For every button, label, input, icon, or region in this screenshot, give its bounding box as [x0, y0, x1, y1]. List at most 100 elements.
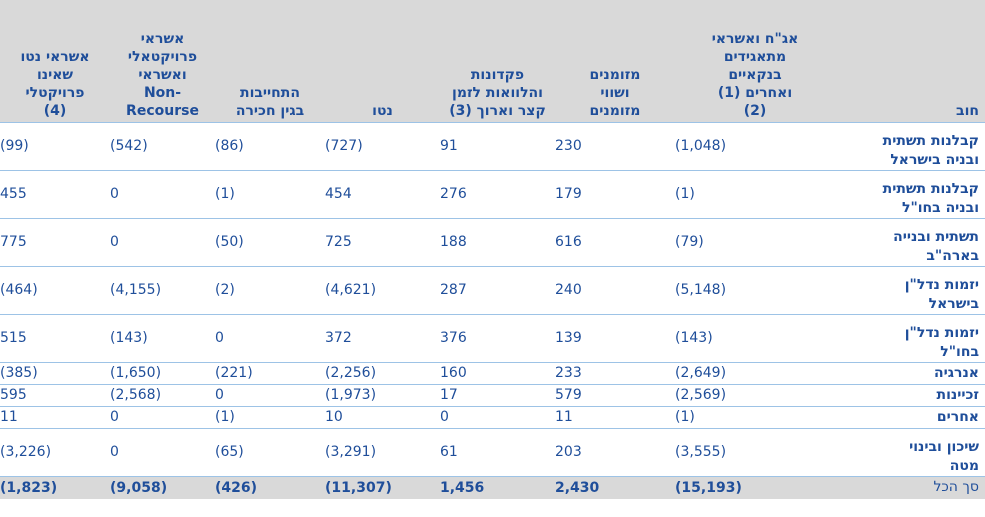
cell-cash: 233	[555, 361, 675, 384]
table-row: שיכון ובינוי מטה (3,555) 203 61 (3,291) …	[0, 427, 985, 476]
cell-cash: 179	[555, 169, 675, 218]
cell-deposits: 276	[440, 169, 555, 218]
table-row: תשתית ובנייה בארה"ב (79) 616 188 725 (50…	[0, 217, 985, 266]
table-row: זכיינות (2,569) 579 17 (1,973) 0 (2,568)…	[0, 383, 985, 406]
cell-project-credit: 0	[110, 169, 215, 218]
cell-guarantees: (2,649)	[675, 361, 835, 384]
cell-cash: 579	[555, 383, 675, 406]
cell-acquisition: 0	[215, 383, 325, 406]
header-net: נטו	[325, 0, 440, 122]
row-label: אנרגיה	[835, 361, 985, 384]
header-guarantees: אג"ח ואשראי מתאגידים בנקאיים ואחרים (1) …	[675, 0, 835, 122]
cell-cash: 240	[555, 265, 675, 314]
row-label: שיכון ובינוי מטה	[835, 427, 985, 476]
cell-project-credit: 0	[110, 405, 215, 428]
row-label: תשתית ובנייה בארה"ב	[835, 217, 985, 266]
cell-cash: 616	[555, 217, 675, 266]
cell-guarantees: (2,569)	[675, 383, 835, 406]
cell-net-credit: 515	[0, 313, 110, 362]
cell-project-credit: (1,650)	[110, 361, 215, 384]
cell-guarantees: (1)	[675, 169, 835, 218]
cell-net-credit: 775	[0, 217, 110, 266]
cell-guarantees: (1)	[675, 405, 835, 428]
cell-net-credit: (3,226)	[0, 427, 110, 476]
total-label: סך הכל	[835, 475, 985, 499]
cell-acquisition: (1)	[215, 405, 325, 428]
cell-net: 454	[325, 169, 440, 218]
cell-acquisition: (50)	[215, 217, 325, 266]
debt-table: חוב אג"ח ואשראי מתאגידים בנקאיים ואחרים …	[0, 0, 985, 499]
cell-net-credit: 595	[0, 383, 110, 406]
cell-net: 725	[325, 217, 440, 266]
cell-guarantees: (143)	[675, 313, 835, 362]
cell-net-credit: (464)	[0, 265, 110, 314]
cell-project-credit: (143)	[110, 313, 215, 362]
cell-cash: 230	[555, 121, 675, 170]
cell-cash: 11	[555, 405, 675, 428]
total-row: סך הכל (15,193) 2,430 1,456 (11,307) (42…	[0, 475, 985, 499]
cell-cash: 139	[555, 313, 675, 362]
cell-net: 372	[325, 313, 440, 362]
header-net-credit: אשראי נטו שאינו פרויקטלי (4)	[0, 0, 110, 122]
cell-net: 10	[325, 405, 440, 428]
row-label: קבלנות תשתית ובניה בחו"ל	[835, 169, 985, 218]
table-row: אנרגיה (2,649) 233 160 (2,256) (221) (1,…	[0, 361, 985, 384]
table-row: יזמות נדל"ן בישראל (5,148) 240 287 (4,62…	[0, 265, 985, 314]
cell-guarantees: (3,555)	[675, 427, 835, 476]
row-label: יזמות נדל"ן בחו"ל	[835, 313, 985, 362]
cell-deposits: 160	[440, 361, 555, 384]
cell-project-credit: (2,568)	[110, 383, 215, 406]
cell-cash: 203	[555, 427, 675, 476]
table-row: קבלנות תשתית ובניה בישראל (1,048) 230 91…	[0, 121, 985, 170]
cell-net: (1,973)	[325, 383, 440, 406]
row-label: יזמות נדל"ן בישראל	[835, 265, 985, 314]
row-label: קבלנות תשתית ובניה בישראל	[835, 121, 985, 170]
cell-project-credit: (4,155)	[110, 265, 215, 314]
cell-acquisition: (65)	[215, 427, 325, 476]
cell-deposits: 17	[440, 383, 555, 406]
cell-guarantees: (79)	[675, 217, 835, 266]
cell-deposits: 61	[440, 427, 555, 476]
table-row: אחרים (1) 11 0 10 (1) 0 11	[0, 405, 985, 428]
cell-net-credit: (99)	[0, 121, 110, 170]
total-guarantees: (15,193)	[675, 475, 835, 499]
cell-acquisition: (86)	[215, 121, 325, 170]
header-debt: חוב	[835, 0, 985, 122]
cell-deposits: 376	[440, 313, 555, 362]
cell-deposits: 287	[440, 265, 555, 314]
cell-project-credit: 0	[110, 427, 215, 476]
table-body: קבלנות תשתית ובניה בישראל (1,048) 230 91…	[0, 121, 985, 499]
cell-net-credit: 455	[0, 169, 110, 218]
table-row: יזמות נדל"ן בחו"ל (143) 139 376 372 0 (1…	[0, 313, 985, 362]
header-row: חוב אג"ח ואשראי מתאגידים בנקאיים ואחרים …	[0, 0, 985, 122]
cell-net: (2,256)	[325, 361, 440, 384]
cell-net-credit: 11	[0, 405, 110, 428]
header-project-credit: אשראי פרויקטאלי ואשראי Non-Recourse	[110, 0, 215, 122]
cell-net-credit: (385)	[0, 361, 110, 384]
row-label: זכיינות	[835, 383, 985, 406]
cell-guarantees: (1,048)	[675, 121, 835, 170]
header-acquisition: התחייבות בגין חכירה	[215, 0, 325, 122]
cell-acquisition: (2)	[215, 265, 325, 314]
total-net: (11,307)	[325, 475, 440, 499]
cell-project-credit: 0	[110, 217, 215, 266]
total-net-credit: (1,823)	[0, 475, 110, 499]
total-cash: 2,430	[555, 475, 675, 499]
cell-net: (3,291)	[325, 427, 440, 476]
cell-deposits: 0	[440, 405, 555, 428]
header-deposits: פקדונות והלוואות לזמן קצר וארוך (3)	[440, 0, 555, 122]
cell-acquisition: (1)	[215, 169, 325, 218]
header-cash: מזומנים ושווי מזומנים	[555, 0, 675, 122]
cell-guarantees: (5,148)	[675, 265, 835, 314]
total-deposits: 1,456	[440, 475, 555, 499]
cell-net: (727)	[325, 121, 440, 170]
cell-acquisition: (221)	[215, 361, 325, 384]
cell-deposits: 188	[440, 217, 555, 266]
cell-acquisition: 0	[215, 313, 325, 362]
total-project-credit: (9,058)	[110, 475, 215, 499]
table-row: קבלנות תשתית ובניה בחו"ל (1) 179 276 454…	[0, 169, 985, 218]
cell-deposits: 91	[440, 121, 555, 170]
row-label: אחרים	[835, 405, 985, 428]
cell-project-credit: (542)	[110, 121, 215, 170]
